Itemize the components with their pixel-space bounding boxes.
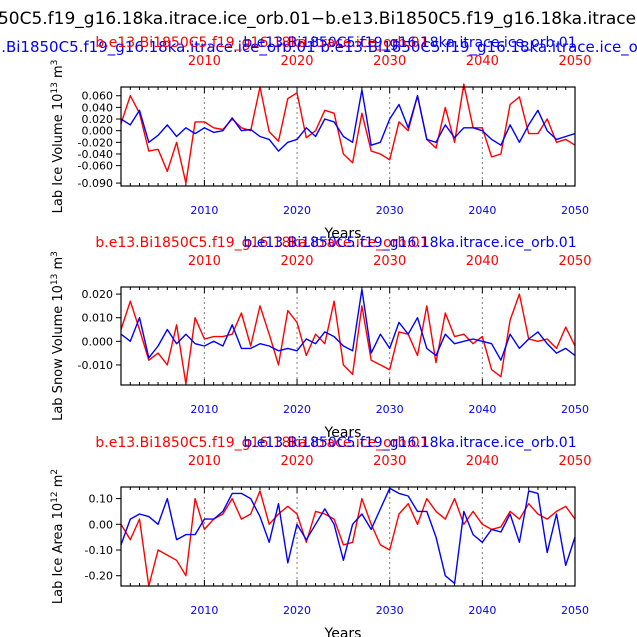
bottom-x-tick-label: 2050 <box>561 604 589 617</box>
top-x-tick-label: 2010 <box>188 54 221 69</box>
top-x-tick-label: 2020 <box>280 54 313 69</box>
plot-frame <box>120 286 576 386</box>
top-x-tick-label: 2020 <box>280 254 313 269</box>
bottom-x-tick-label: 2050 <box>561 403 589 416</box>
x-axis-label: Years <box>324 425 362 441</box>
y-axis-label: Lab Ice Area 1012 m2 <box>50 469 66 604</box>
y-axis-label-part: m <box>51 475 66 492</box>
x-axis-label: Years <box>324 626 362 637</box>
y-axis-label-part: 13 <box>50 82 60 93</box>
y-axis-label-part: 2 <box>50 469 60 475</box>
top-x-tick-label: 2010 <box>188 454 221 469</box>
y-tick-label: 0.020 <box>82 113 114 126</box>
y-tick-label: -0.10 <box>85 544 113 557</box>
top-x-tick-label: 2030 <box>373 254 406 269</box>
x-axis-label: Years <box>324 226 362 242</box>
top-x-tick-label: 2030 <box>373 54 406 69</box>
bottom-x-tick-label: 2020 <box>283 604 311 617</box>
y-tick-label: 0.00 <box>89 518 114 531</box>
run-title-blue: b.e13.Bi1850C5.f19_g16.18ka.itrace.ice_o… <box>243 435 576 451</box>
bottom-x-tick-label: 2010 <box>190 204 218 217</box>
y-tick-label: 0.010 <box>82 312 114 325</box>
y-tick-label: -0.020 <box>78 136 113 149</box>
bottom-x-tick-label: 2030 <box>376 604 404 617</box>
run-title-red: b.e13.Bi1850C5.f19_g16.18ka.itrace.ice_o… <box>95 435 428 451</box>
y-axis-label: Lab Ice Volume 1013 m3 <box>50 60 66 214</box>
top-x-tick-label: 2050 <box>558 54 591 69</box>
bottom-x-tick-label: 2020 <box>283 403 311 416</box>
bottom-x-tick-label: 2030 <box>376 403 404 416</box>
y-tick-label: -0.040 <box>78 148 113 161</box>
bottom-x-tick-label: 2040 <box>468 204 496 217</box>
chart-panel-3: b.e13.Bi1850C5.f19_g16.18ka.itrace.ice_o… <box>50 435 592 637</box>
top-x-tick-label: 2040 <box>466 454 499 469</box>
top-x-tick-label: 2030 <box>373 454 406 469</box>
page-title: b.e13.Bi1850C5.f19_g16.18ka.itrace.ice_o… <box>0 9 637 29</box>
y-tick-label: 0.10 <box>89 493 114 506</box>
top-x-tick-label: 2010 <box>188 254 221 269</box>
y-tick-label: -0.010 <box>78 359 113 372</box>
y-axis-label-part: m <box>51 65 66 82</box>
bottom-x-tick-label: 2020 <box>283 204 311 217</box>
y-tick-label: -0.20 <box>85 570 113 583</box>
plot-frame <box>120 86 576 187</box>
bottom-x-tick-label: 2050 <box>561 204 589 217</box>
y-axis-label: Lab Snow Volume 1013 m3 <box>50 251 66 421</box>
overlap-run-title-line: b.e13.Bi1850C5.f19_g16.18ka.itrace.ice_o… <box>0 38 637 57</box>
y-tick-label: 0.000 <box>82 125 114 138</box>
y-tick-label: -0.060 <box>78 160 113 173</box>
chart-panel-2: b.e13.Bi1850C5.f19_g16.18ka.itrace.ice_o… <box>50 235 592 441</box>
y-axis-label-part: m <box>51 257 66 274</box>
y-axis-label-part: 12 <box>50 491 60 502</box>
y-tick-label: 0.020 <box>82 288 114 301</box>
bottom-x-tick-label: 2030 <box>376 204 404 217</box>
top-x-tick-label: 2020 <box>280 454 313 469</box>
top-x-tick-label: 2050 <box>558 254 591 269</box>
plot-frame <box>120 486 576 587</box>
bottom-x-tick-label: 2040 <box>468 604 496 617</box>
run-title-red: b.e13.Bi1850C5.f19_g16.18ka.itrace.ice_o… <box>95 235 428 251</box>
y-tick-label: 0.000 <box>82 335 114 348</box>
y-axis-label-part: 13 <box>50 274 60 285</box>
bottom-x-tick-label: 2010 <box>190 604 218 617</box>
y-axis-label-part: 3 <box>50 60 60 66</box>
run-title-blue: b.e13.Bi1850C5.f19_g16.18ka.itrace.ice_o… <box>243 35 576 51</box>
series-line-red <box>120 83 576 184</box>
bottom-x-tick-label: 2040 <box>468 403 496 416</box>
y-tick-label: 0.060 <box>82 90 114 103</box>
series-line-red <box>120 490 576 587</box>
bottom-x-tick-label: 2010 <box>190 403 218 416</box>
y-tick-label: 0.040 <box>82 101 114 114</box>
y-axis-label-part: Lab Snow Volume 10 <box>51 285 66 421</box>
y-tick-label: -0.090 <box>78 177 113 190</box>
run-title-red: b.e13.Bi1850C5.f19_g16.18ka.itrace.ice_o… <box>95 35 428 51</box>
series-line-blue <box>120 487 576 585</box>
chart-panel-1: b.e13.Bi1850C5.f19_g16.18ka.itrace.ice_o… <box>50 35 592 242</box>
series-line-blue <box>120 89 576 152</box>
y-axis-label-part: Lab Ice Volume 10 <box>51 94 66 214</box>
series-line-blue <box>120 288 576 361</box>
run-title-blue: b.e13.Bi1850C5.f19_g16.18ka.itrace.ice_o… <box>243 235 576 251</box>
top-x-tick-label: 2040 <box>466 254 499 269</box>
top-x-tick-label: 2040 <box>466 54 499 69</box>
series-line-red <box>120 293 576 385</box>
y-axis-label-part: 3 <box>50 251 60 257</box>
top-x-tick-label: 2050 <box>558 454 591 469</box>
y-axis-label-part: Lab Ice Area 10 <box>51 503 66 604</box>
